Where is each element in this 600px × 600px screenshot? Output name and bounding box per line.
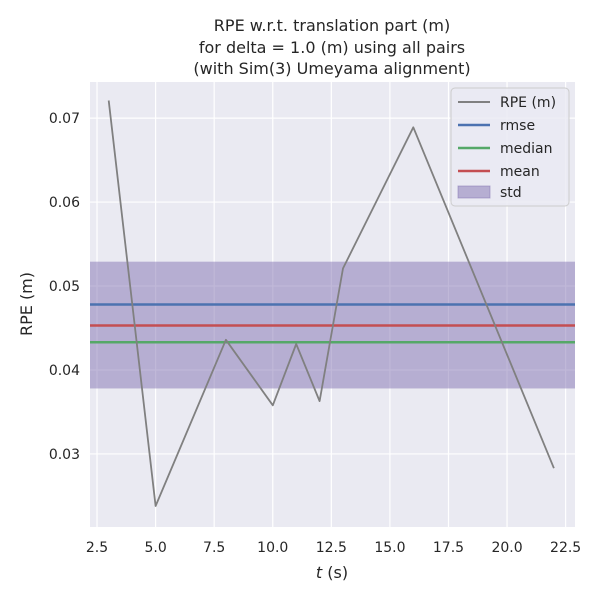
chart-title-line-1: RPE w.r.t. translation part (m) [214, 16, 450, 35]
y-tick-label: 0.06 [49, 195, 80, 211]
x-tick-label: 12.5 [316, 540, 347, 556]
y-tick-label: 0.05 [49, 279, 80, 295]
y-axis-label: RPE (m) [17, 272, 36, 336]
x-tick-label: 5.0 [144, 540, 166, 556]
x-axis-label-unit: (s) [322, 563, 348, 582]
x-tick-labels: 2.5 5.0 7.5 10.0 12.5 15.0 17.5 20.0 22.5 [86, 540, 581, 556]
x-axis-label-variable: t [316, 563, 323, 582]
x-tick-label: 17.5 [433, 540, 464, 556]
chart-title-line-2: for delta = 1.0 (m) using all pairs [199, 38, 465, 57]
legend-swatch-std [457, 185, 491, 199]
y-tick-label: 0.04 [49, 363, 80, 379]
series-group [107, 100, 555, 507]
x-tick-label: 2.5 [86, 540, 108, 556]
legend-label-median: median [500, 141, 552, 157]
y-tick-labels: 0.03 0.04 0.05 0.06 0.07 [49, 111, 80, 463]
x-tick-label: 10.0 [257, 540, 288, 556]
legend-label-rpe: RPE (m) [500, 95, 556, 111]
rpe-series-line [107, 100, 555, 507]
x-axis-label: t (s) [316, 563, 348, 582]
legend-label-mean: mean [500, 164, 540, 180]
x-tick-label: 7.5 [203, 540, 225, 556]
legend-label-rmse: rmse [500, 118, 535, 134]
x-tick-label: 20.0 [491, 540, 522, 556]
y-tick-label: 0.07 [49, 111, 80, 127]
legend-box [450, 87, 570, 207]
x-tick-label: 22.5 [550, 540, 581, 556]
chart-title: RPE w.r.t. translation part (m) for delt… [193, 16, 470, 78]
x-tick-label: 15.0 [374, 540, 405, 556]
y-tick-label: 0.03 [49, 447, 80, 463]
legend: RPE (m) rmse median mean std [450, 87, 570, 207]
legend-label-std: std [500, 185, 522, 201]
chart-title-line-3: (with Sim(3) Umeyama alignment) [193, 59, 470, 78]
